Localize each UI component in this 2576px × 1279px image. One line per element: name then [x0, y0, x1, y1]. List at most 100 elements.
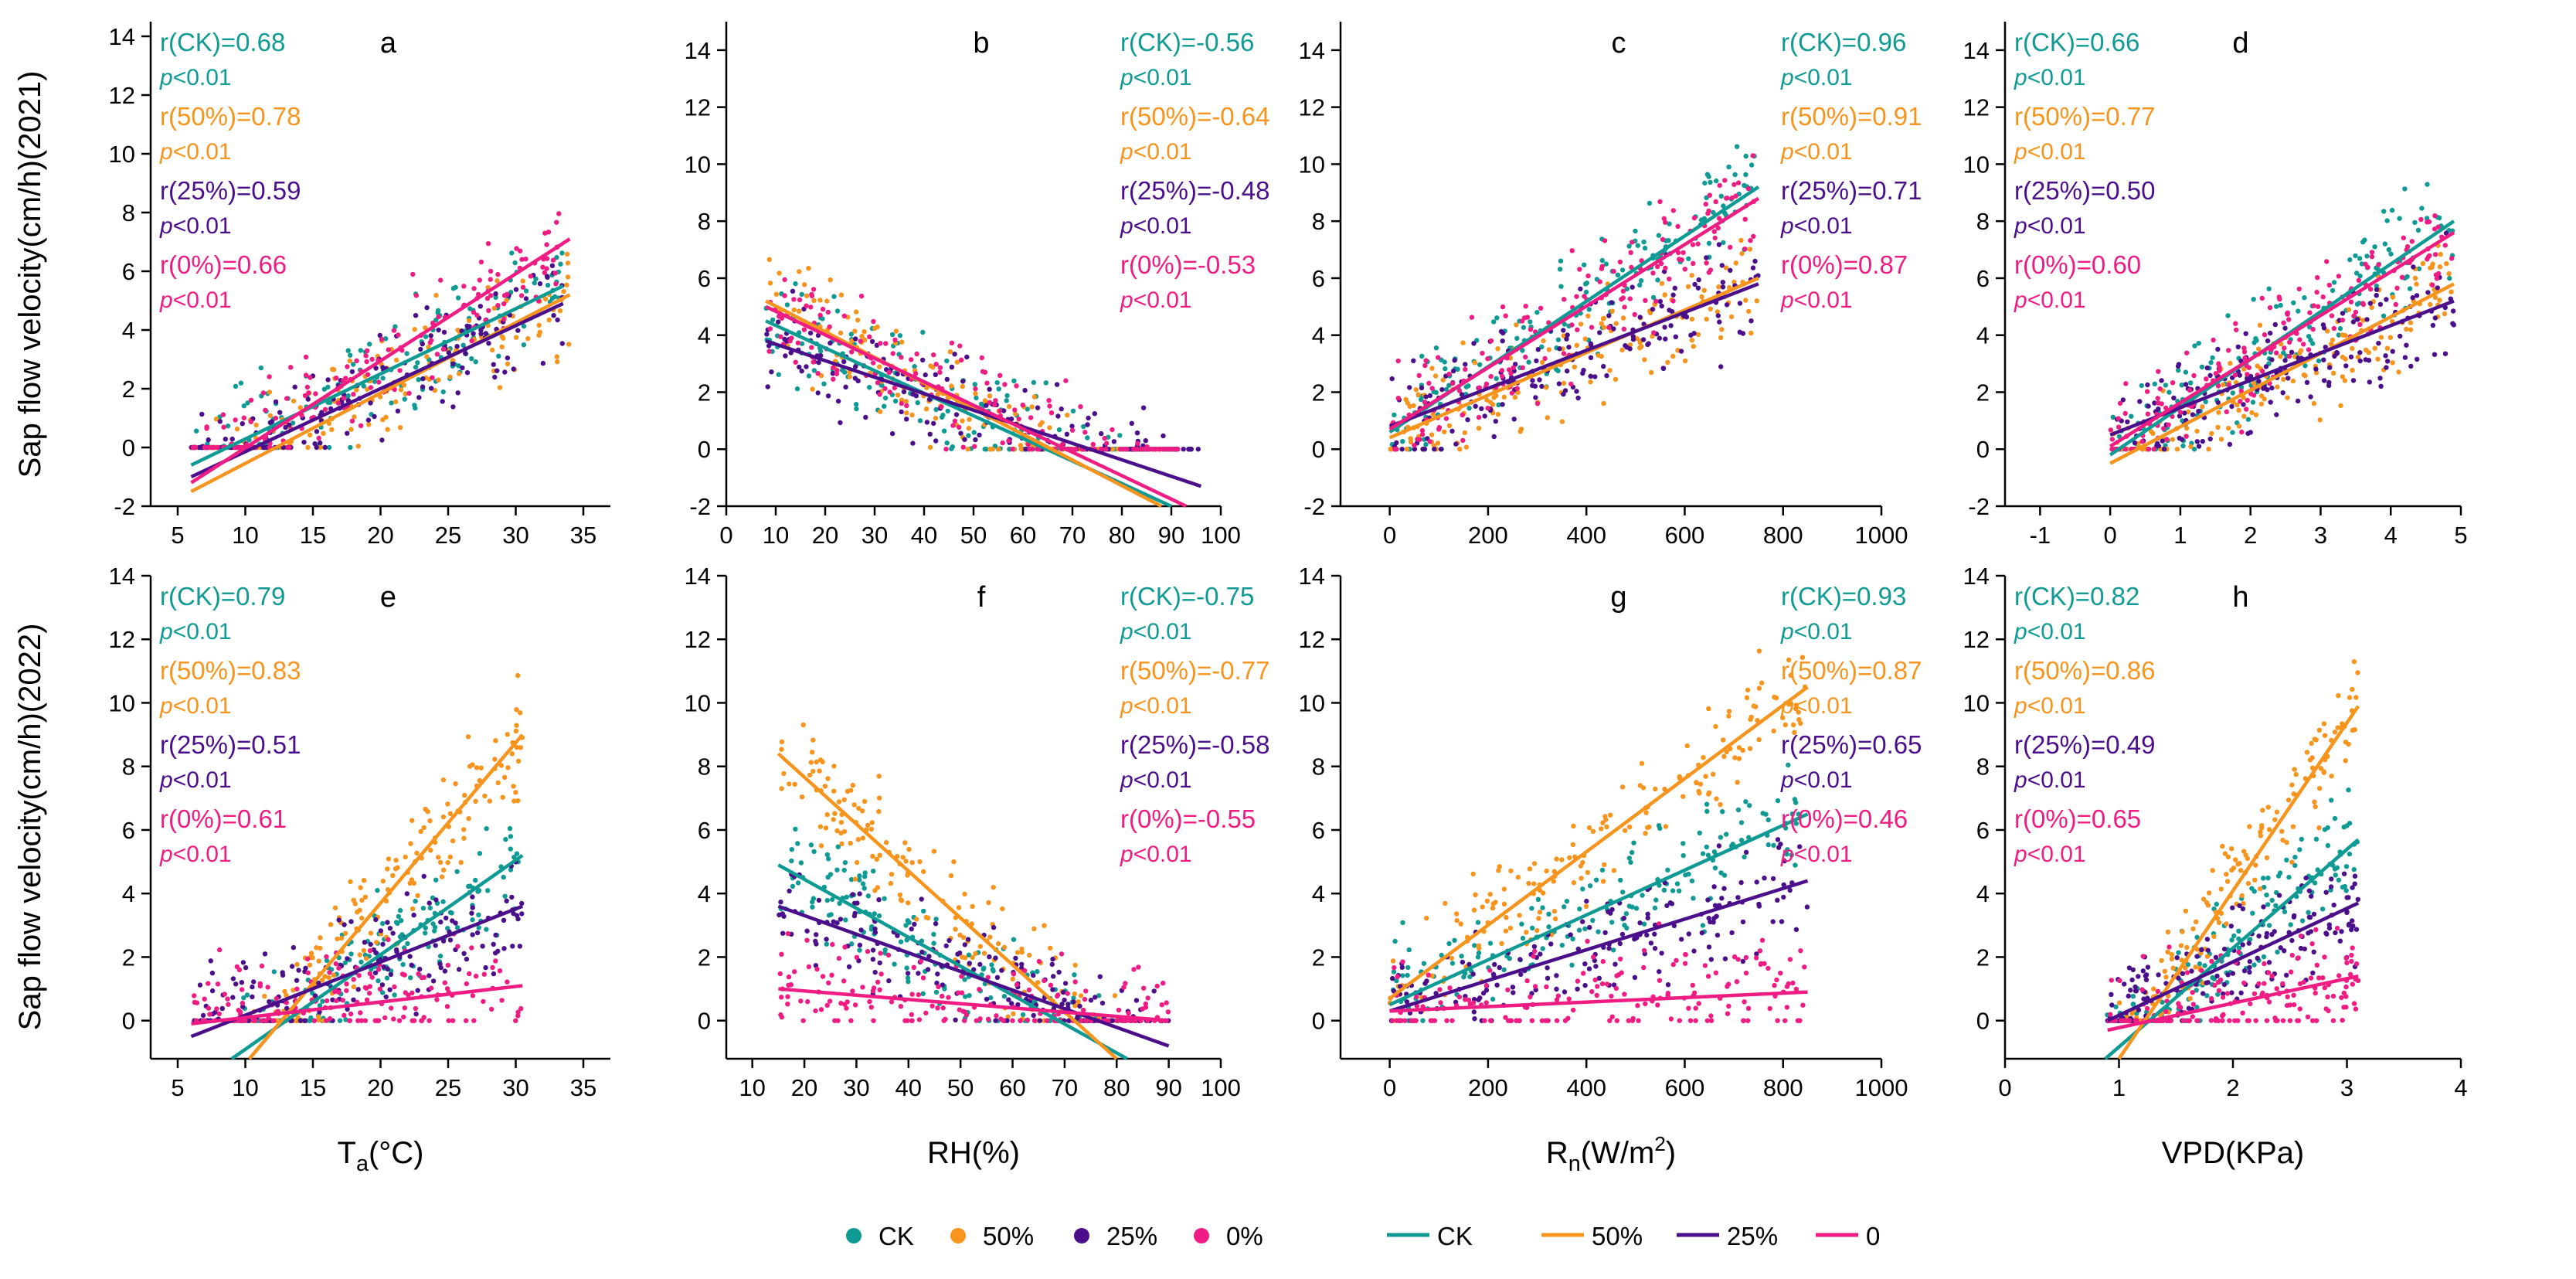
scatter-point — [2109, 437, 2115, 442]
scatter-point — [787, 888, 792, 894]
scatter-point — [903, 399, 909, 404]
scatter-point — [981, 965, 987, 971]
scatter-point — [523, 296, 529, 301]
fit-line-50% — [1388, 276, 1759, 440]
scatter-point — [1667, 276, 1672, 282]
scatter-point — [2146, 403, 2151, 409]
x-tick-label: 100 — [1201, 522, 1241, 549]
scatter-point — [858, 294, 865, 299]
scatter-point — [239, 980, 245, 985]
scatter-point — [1651, 330, 1657, 335]
scatter-point — [2244, 406, 2249, 412]
scatter-point — [382, 1015, 388, 1021]
y-tick-label: 2 — [122, 376, 135, 403]
scatter-point — [869, 820, 875, 825]
scatter-point — [877, 960, 882, 966]
scatter-point — [835, 398, 841, 404]
scatter-point — [2155, 396, 2160, 401]
scatter-point — [1627, 824, 1633, 830]
scatter-point — [1019, 946, 1025, 952]
scatter-point — [496, 353, 501, 359]
scatter-point — [372, 1018, 378, 1023]
scatter-point — [454, 344, 460, 349]
scatter-point — [446, 350, 452, 355]
scatter-point — [517, 944, 523, 949]
r-label-50%: r(50%)=0.78 — [160, 102, 301, 131]
scatter-point — [766, 343, 772, 349]
scatter-point — [1715, 313, 1721, 318]
scatter-point — [544, 242, 549, 247]
scatter-point — [410, 271, 416, 277]
scatter-point — [1131, 967, 1137, 972]
scatter-point — [2384, 218, 2390, 223]
scatter-point — [838, 819, 845, 825]
scatter-point — [450, 361, 456, 367]
scatter-point — [814, 932, 819, 937]
scatter-point — [485, 284, 491, 291]
scatter-point — [1626, 903, 1632, 909]
scatter-point — [1652, 931, 1657, 937]
scatter-point — [2236, 423, 2242, 429]
scatter-point — [797, 297, 803, 303]
scatter-point — [215, 981, 221, 987]
scatter-point — [1471, 341, 1477, 346]
scatter-point — [352, 414, 357, 420]
scatter-point — [518, 293, 525, 298]
scatter-point — [1782, 722, 1788, 728]
scatter-point — [1035, 405, 1041, 410]
scatter-point — [1670, 353, 1676, 359]
scatter-point — [1771, 842, 1776, 849]
scatter-point — [2251, 297, 2256, 302]
scatter-point — [2390, 349, 2395, 354]
scatter-point — [1732, 172, 1738, 178]
scatter-point — [2357, 321, 2363, 327]
scatter-point — [923, 372, 928, 378]
scatter-point — [1432, 373, 1439, 379]
scatter-point — [876, 795, 882, 801]
scatter-point — [1622, 304, 1627, 310]
scatter-point — [1531, 881, 1537, 886]
scatter-point — [831, 788, 837, 794]
scatter-point — [359, 959, 364, 965]
scatter-point — [1495, 411, 1501, 417]
scatter-point — [229, 436, 235, 442]
scatter-point — [438, 964, 443, 971]
scatter-point — [1459, 954, 1464, 959]
y-tick-label: 10 — [1299, 151, 1325, 178]
scatter-point — [982, 369, 988, 375]
scatter-point — [879, 383, 885, 389]
scatter-point — [1399, 964, 1405, 971]
scatter-point — [2376, 341, 2381, 346]
r-label-50%: r(50%)=0.91 — [1781, 102, 1922, 131]
scatter-point — [2412, 275, 2418, 281]
scatter-point — [518, 745, 523, 750]
scatter-point — [1661, 216, 1667, 221]
scatter-point — [886, 978, 892, 984]
scatter-point — [860, 835, 866, 841]
scatter-point — [1685, 284, 1691, 289]
scatter-point — [390, 930, 396, 936]
scatter-point — [779, 747, 784, 752]
scatter-point — [344, 988, 349, 994]
scatter-point — [515, 328, 521, 333]
scatter-point — [1602, 862, 1607, 868]
scatter-point — [773, 291, 779, 297]
scatter-point — [876, 897, 882, 903]
scatter-point — [917, 418, 923, 423]
scatter-point — [2372, 345, 2377, 351]
scatter-point — [1726, 164, 1731, 170]
scatter-point — [1722, 178, 1728, 183]
scatter-point — [943, 447, 949, 452]
scatter-point — [430, 320, 436, 326]
scatter-point — [2210, 355, 2215, 361]
scatter-point — [1689, 316, 1695, 322]
scatter-point — [897, 892, 903, 898]
scatter-point — [1628, 859, 1633, 866]
y-tick-label: 14 — [1299, 563, 1325, 590]
scatter-point — [1584, 898, 1589, 904]
scatter-point — [1747, 247, 1753, 252]
scatter-point — [473, 877, 478, 883]
scatter-point — [1576, 927, 1582, 933]
scatter-point — [1527, 866, 1533, 872]
